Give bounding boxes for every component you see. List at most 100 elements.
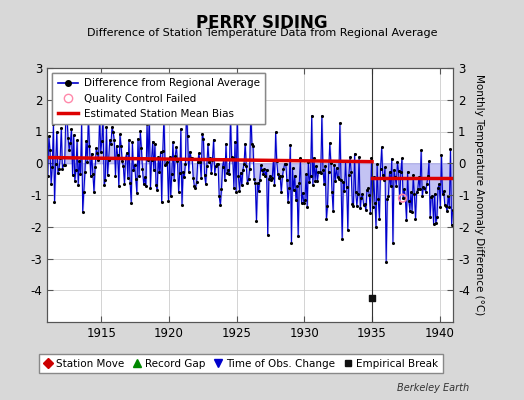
Point: [398, 195, 407, 201]
Point: [53, 170, 62, 176]
Point: [108, 124, 116, 130]
Point: [74, 182, 82, 188]
Point: [51, 161, 60, 167]
Point: [245, 166, 254, 172]
Point: [444, 192, 452, 199]
Point: [249, 142, 257, 149]
Point: [102, 124, 111, 130]
Point: [217, 186, 226, 192]
Point: [189, 175, 198, 181]
Point: [348, 200, 356, 207]
Point: [160, 112, 168, 118]
Point: [163, 158, 171, 165]
Point: [301, 197, 309, 203]
Point: [403, 169, 412, 175]
Point: [276, 173, 285, 179]
Point: [257, 162, 265, 169]
Point: [95, 111, 104, 117]
Point: [68, 172, 77, 178]
Point: [123, 150, 131, 156]
Point: [250, 176, 258, 182]
Point: [387, 183, 395, 190]
Point: [120, 181, 128, 188]
Point: [414, 174, 423, 180]
Point: [258, 166, 266, 173]
Point: [143, 120, 151, 127]
Point: [47, 181, 56, 188]
Point: [261, 172, 270, 179]
Point: [84, 112, 93, 119]
Point: [185, 148, 194, 155]
Point: [124, 174, 132, 181]
Point: [349, 202, 357, 209]
Point: [337, 176, 345, 183]
Point: [343, 184, 351, 190]
Point: [390, 166, 398, 173]
Point: [351, 150, 359, 157]
Point: [389, 240, 397, 246]
Point: [346, 154, 354, 160]
Text: Berkeley Earth: Berkeley Earth: [397, 383, 469, 393]
Point: [376, 166, 385, 173]
Point: [133, 190, 141, 196]
Point: [132, 175, 140, 182]
Point: [97, 138, 106, 144]
Point: [126, 180, 134, 186]
Point: [364, 185, 372, 192]
Point: [279, 166, 288, 173]
Point: [208, 157, 216, 163]
Point: [49, 121, 58, 128]
Point: [330, 162, 339, 168]
Point: [314, 169, 323, 175]
Point: [381, 164, 389, 171]
Point: [411, 216, 420, 222]
Point: [321, 163, 330, 169]
Point: [183, 133, 192, 139]
Point: [178, 202, 186, 208]
Point: [243, 180, 252, 186]
Point: [308, 112, 316, 119]
Point: [212, 163, 220, 170]
Point: [181, 161, 190, 168]
Point: [309, 182, 317, 189]
Point: [388, 155, 396, 162]
Point: [83, 159, 91, 165]
Point: [115, 183, 123, 190]
Point: [377, 144, 386, 150]
Text: PERRY SIDING: PERRY SIDING: [196, 14, 328, 32]
Point: [345, 172, 353, 178]
Point: [114, 152, 122, 158]
Point: [199, 136, 208, 142]
Point: [407, 189, 415, 196]
Point: [70, 132, 78, 138]
Point: [230, 184, 238, 191]
Point: [339, 179, 347, 185]
Point: [289, 187, 298, 193]
Point: [369, 174, 378, 180]
Point: [436, 204, 444, 211]
Point: [373, 161, 381, 168]
Point: [300, 199, 308, 206]
Point: [195, 150, 203, 156]
Point: [405, 198, 413, 204]
Point: [332, 165, 341, 171]
Point: [412, 189, 421, 196]
Point: [355, 154, 363, 160]
Point: [240, 160, 248, 167]
Point: [151, 141, 159, 148]
Point: [94, 156, 103, 163]
Point: [220, 156, 228, 162]
Point: [378, 172, 387, 178]
Point: [239, 167, 247, 173]
Point: [395, 168, 403, 174]
Point: [365, 192, 374, 198]
Point: [198, 130, 206, 137]
Point: [368, 204, 377, 210]
Point: [430, 191, 439, 197]
Point: [284, 199, 292, 205]
Point: [164, 198, 172, 204]
Point: [144, 157, 152, 164]
Point: [419, 184, 428, 191]
Point: [244, 176, 253, 182]
Point: [207, 170, 215, 176]
